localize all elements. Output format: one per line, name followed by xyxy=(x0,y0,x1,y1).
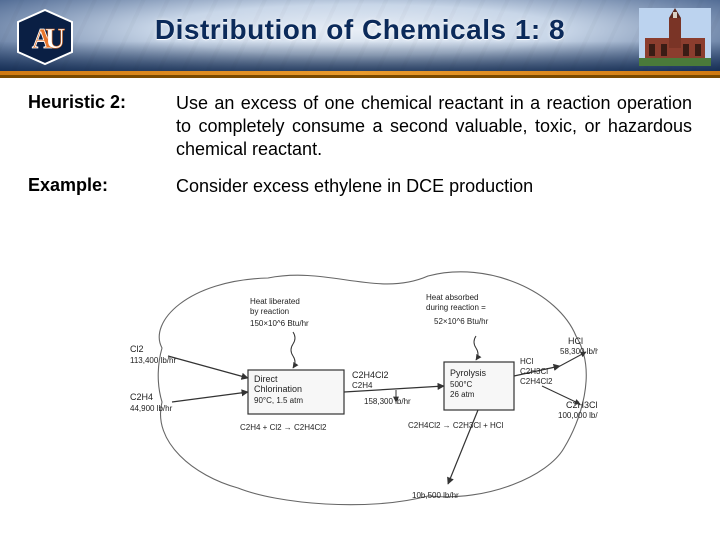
dc-title-2: Chlorination xyxy=(254,384,302,394)
int-top: C2H4Cl2 xyxy=(352,370,389,380)
feed-cl2-rate: 113,400 lb/hr xyxy=(130,356,176,365)
prod-vc-label: C2H3Cl xyxy=(566,400,598,410)
dc-heat-value: 150×10^6 Btu/hr xyxy=(250,319,309,328)
dc-reaction: C2H4 + Cl2 → C2H4Cl2 xyxy=(240,423,327,432)
py-cond-2: 26 atm xyxy=(450,390,475,399)
feed-c2h4-rate: 44,900 lb/hr xyxy=(130,404,173,413)
dc-heat-label-1: Heat liberated xyxy=(250,297,300,306)
py-heat-arrow xyxy=(474,336,478,360)
slide-body: Heuristic 2: Use an excess of one chemic… xyxy=(28,92,692,212)
edge-vc xyxy=(542,386,580,404)
example-label: Example: xyxy=(28,175,176,198)
heuristic-text: Use an excess of one chemical reactant i… xyxy=(176,92,692,161)
py-heat-label-2: during reaction = xyxy=(426,303,486,312)
heuristic-row: Heuristic 2: Use an excess of one chemic… xyxy=(28,92,692,161)
py-heat-value: 52×10^6 Btu/hr xyxy=(434,317,489,326)
prod-hcl-rate: 58,300 lb/hr xyxy=(560,347,598,356)
py-title: Pyrolysis xyxy=(450,368,487,378)
edge-c2h4 xyxy=(172,392,248,402)
feed-c2h4-label: C2H4 xyxy=(130,392,153,402)
int-rate: 158,300 lb/hr xyxy=(364,397,411,406)
out3: C2H4Cl2 xyxy=(520,377,553,386)
example-text: Consider excess ethylene in DCE producti… xyxy=(176,175,692,198)
dc-heat-arrow xyxy=(291,332,295,368)
dc-title-1: Direct xyxy=(254,374,278,384)
py-cond-1: 500°C xyxy=(450,380,473,389)
dc-heat-label-2: by reaction xyxy=(250,307,289,316)
bottoms-label: 10b,500 lb/hr xyxy=(412,491,459,500)
dc-conditions: 90°C, 1.5 atm xyxy=(254,396,303,405)
py-reaction: C2H4Cl2 → C2H3Cl + HCl xyxy=(408,421,504,430)
example-row: Example: Consider excess ethylene in DCE… xyxy=(28,175,692,198)
slide-title: Distribution of Chemicals 1: 8 xyxy=(0,14,720,46)
out2: C2H3Cl xyxy=(520,367,548,376)
out1: HCl xyxy=(520,357,534,366)
edge-cl2 xyxy=(168,356,248,378)
prod-hcl-label: HCl xyxy=(568,336,583,346)
heuristic-label: Heuristic 2: xyxy=(28,92,176,161)
header-accent-bar xyxy=(0,71,720,75)
py-heat-label-1: Heat absorbed xyxy=(426,293,478,302)
prod-vc-rate: 100,000 lb/hr xyxy=(558,411,598,420)
int-bot: C2H4 xyxy=(352,381,373,390)
feed-cl2-label: Cl2 xyxy=(130,344,144,354)
process-flow-diagram: Cl2 113,400 lb/hr C2H4 44,900 lb/hr Dire… xyxy=(128,252,598,514)
